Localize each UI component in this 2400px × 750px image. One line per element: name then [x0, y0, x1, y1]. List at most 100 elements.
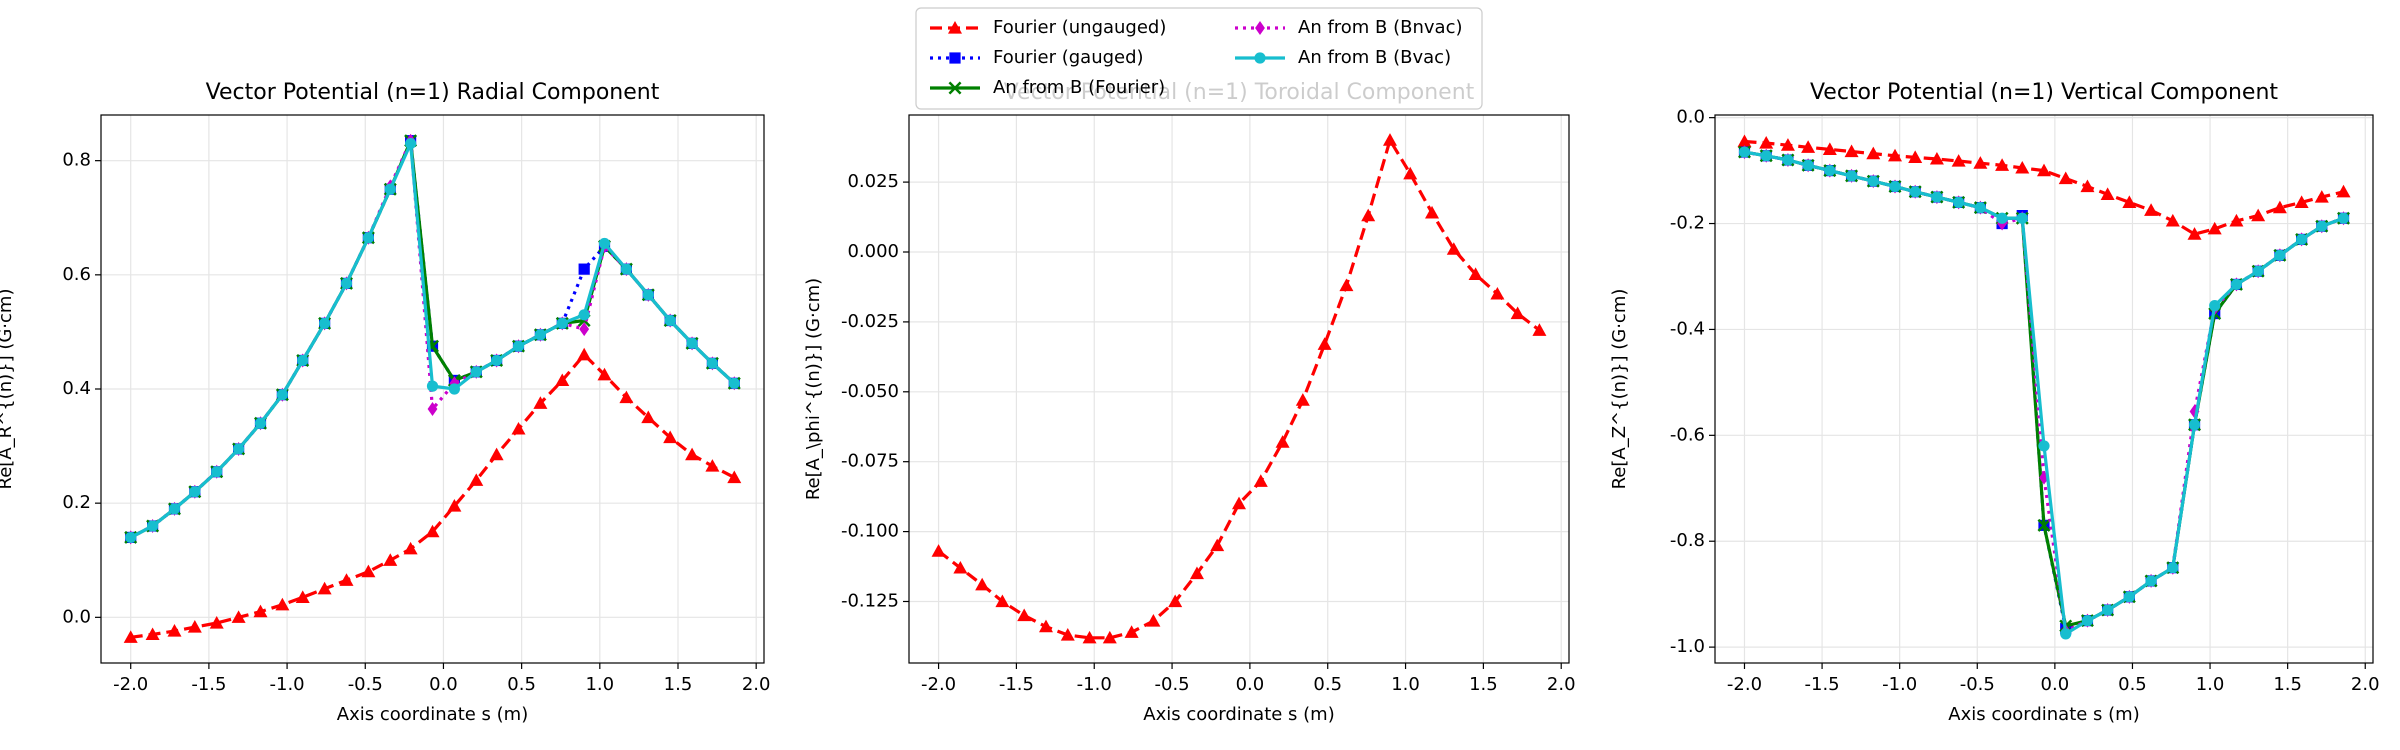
marker — [427, 401, 438, 416]
x-tick-label: -1.5 — [191, 674, 226, 695]
marker — [2100, 187, 2115, 201]
marker — [1737, 134, 1752, 148]
marker — [145, 627, 160, 641]
marker — [705, 459, 720, 472]
x-tick-label: -2.0 — [113, 674, 148, 695]
marker — [2037, 518, 2051, 532]
marker — [1232, 496, 1246, 510]
subplot: -2.0 -1.5 -1.0 -0.5 0.0 0.5 1.0 1.5 2.0 -1.0 -0.8 -… — [1609, 80, 2380, 725]
marker — [125, 531, 137, 544]
axes-frame — [100, 114, 765, 664]
y-axis-label: Re[A_Z^{(n)}] (G·cm) — [1609, 289, 1630, 490]
x-tick-label: -1.5 — [1805, 674, 1840, 695]
marker — [2102, 604, 2114, 616]
marker — [1295, 393, 1310, 406]
marker — [189, 486, 201, 498]
marker — [2038, 440, 2050, 452]
x-tick-label: 2.0 — [742, 674, 771, 695]
x-tick-label: -1.0 — [1077, 674, 1112, 695]
marker — [685, 447, 700, 461]
marker — [1146, 614, 1161, 627]
series-line — [937, 136, 1541, 640]
y-tick-label: -0.2 — [1670, 213, 1705, 234]
marker — [1866, 146, 1881, 160]
marker — [1801, 140, 1816, 153]
marker — [1060, 628, 1075, 641]
marker — [2207, 221, 2222, 235]
marker — [1446, 242, 1461, 255]
marker — [578, 263, 590, 275]
marker — [1759, 136, 1774, 149]
marker — [1973, 156, 1988, 169]
marker — [362, 232, 374, 244]
marker — [1275, 435, 1290, 448]
marker — [2209, 300, 2221, 312]
marker — [1317, 337, 1332, 350]
marker — [211, 466, 223, 478]
x-tick-label: 0.0 — [2041, 674, 2070, 695]
y-tick-label: 0.6 — [62, 264, 91, 285]
marker — [2274, 249, 2286, 261]
x-tick-label: 0.5 — [507, 674, 536, 695]
x-tick-label: 1.5 — [1469, 674, 1498, 695]
x-axis-label: Axis coordinate s (m) — [337, 704, 528, 725]
marker — [727, 470, 742, 484]
y-tick-label: 0.4 — [62, 378, 91, 399]
marker — [469, 473, 484, 486]
marker — [1339, 278, 1354, 292]
marker — [686, 337, 698, 349]
marker — [1254, 52, 1266, 64]
axes-frame — [908, 114, 1570, 664]
marker — [1929, 151, 1944, 165]
chart-title: Vector Potential (n=1) Vertical Componen… — [1810, 80, 2278, 105]
marker — [168, 503, 181, 515]
marker — [1909, 186, 1921, 198]
y-tick-label: -0.125 — [841, 590, 899, 611]
marker — [448, 383, 460, 395]
marker — [1189, 566, 1204, 580]
marker — [597, 367, 612, 381]
marker — [1974, 202, 1986, 214]
x-tick-label: -0.5 — [348, 674, 383, 695]
marker — [2229, 213, 2244, 227]
y-tick-label: 0.8 — [62, 150, 91, 171]
legend-label: Fourier (ungauged) — [993, 17, 1166, 38]
legend-label: An from B (Bnvac) — [1298, 17, 1463, 38]
marker — [1780, 138, 1795, 151]
marker — [1889, 180, 1901, 193]
marker — [1996, 212, 2008, 224]
marker — [555, 373, 570, 387]
x-tick-label: 0.5 — [2118, 674, 2147, 695]
x-tick-label: 1.0 — [585, 674, 614, 695]
marker — [1017, 608, 1032, 622]
y-tick-label: -0.4 — [1670, 318, 1705, 339]
marker — [470, 366, 482, 378]
y-tick-label: -0.100 — [841, 521, 899, 542]
marker — [1361, 208, 1376, 222]
marker — [1038, 619, 1053, 633]
y-tick-label: -0.8 — [1670, 530, 1705, 551]
marker — [425, 524, 440, 538]
marker — [447, 499, 462, 512]
marker — [1490, 286, 1505, 300]
marker — [2294, 195, 2309, 208]
marker — [948, 21, 962, 34]
marker — [2081, 615, 2094, 627]
marker — [1995, 158, 2010, 171]
marker — [2123, 591, 2135, 603]
marker — [512, 340, 525, 352]
x-tick-label: 0.0 — [1236, 674, 1265, 695]
marker — [1124, 625, 1139, 638]
marker — [664, 314, 676, 327]
marker — [1760, 150, 1772, 162]
marker — [577, 347, 592, 361]
y-tick-label: 0.2 — [62, 492, 91, 513]
marker — [254, 417, 267, 429]
y-tick-label: -0.025 — [841, 311, 899, 332]
axes-frame — [1714, 114, 2374, 664]
marker — [384, 183, 396, 195]
series-line — [1744, 150, 2345, 637]
subplot: -2.0 -1.5 -1.0 -0.5 0.0 0.5 1.0 1.5 2.0 -0.125 -0.… — [803, 80, 1576, 725]
marker — [1253, 474, 1268, 487]
marker — [556, 317, 568, 329]
